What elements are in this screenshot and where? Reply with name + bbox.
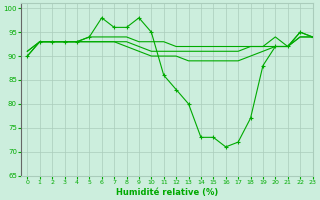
X-axis label: Humidité relative (%): Humidité relative (%) (116, 188, 218, 197)
